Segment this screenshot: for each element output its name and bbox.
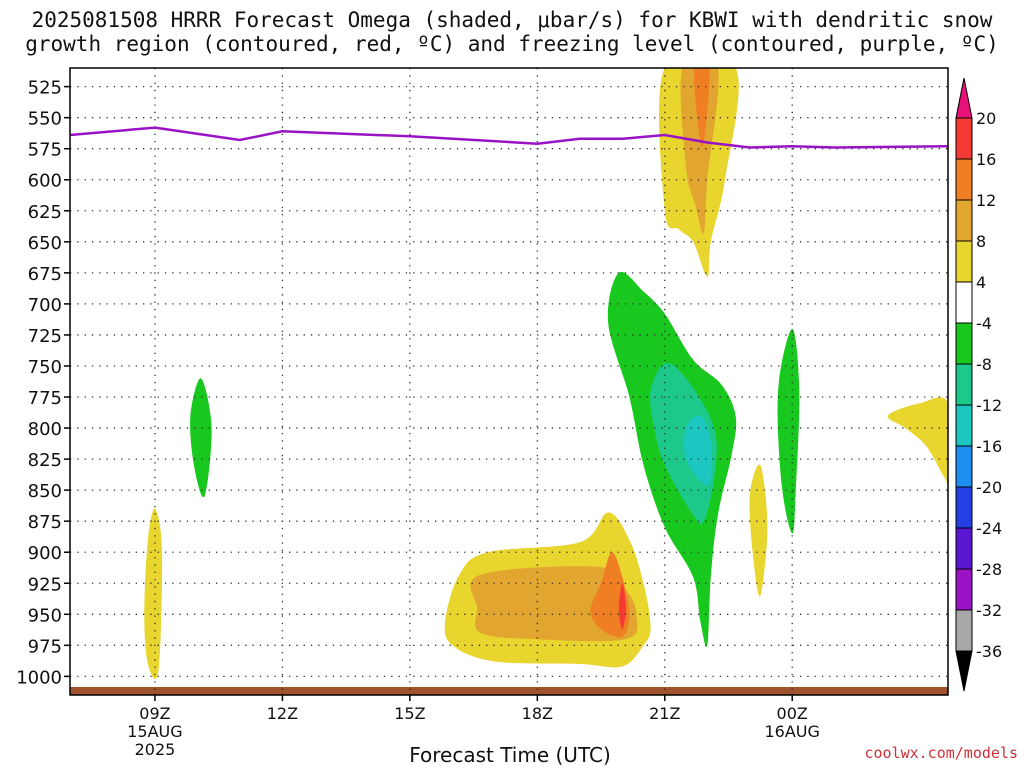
colorbar-label: -12 (976, 396, 1002, 415)
x-tick-label: 18Z (522, 704, 553, 723)
y-tick-label: 725 (28, 326, 62, 347)
colorbar-label: 16 (976, 150, 996, 169)
x-tick-label: 12Z (267, 704, 298, 723)
colorbar-bin (955, 609, 973, 652)
omega-region-negative-green-early (190, 378, 212, 498)
omega-region-negative-cyan (684, 415, 712, 486)
x-tick-label: 15AUG (127, 722, 182, 741)
colorbar-cap-bottom (955, 650, 973, 692)
chart-title-line2: growth region (contoured, red, ºC) and f… (25, 32, 999, 56)
colorbar-label: -28 (976, 560, 1002, 579)
omega-region-upper-positive-12 (694, 68, 710, 147)
y-tick-label: 975 (28, 636, 62, 657)
colorbar: 20 16 12 8 4 -4 -8 -12 -16 -20 -24 -28 -32 -36 (955, 77, 1002, 692)
y-tick-label: 650 (28, 233, 62, 254)
colorbar-label: -32 (976, 601, 1002, 620)
x-tick-label: 09Z (139, 704, 170, 723)
y-tick-label: 950 (28, 605, 62, 626)
colorbar-bin (955, 199, 973, 242)
colorbar-bin (955, 445, 973, 488)
freezing-level-contour (69, 126, 949, 149)
x-tick-label: 15Z (394, 704, 425, 723)
y-tick-label: 600 (28, 171, 62, 192)
colorbar-label: 20 (976, 109, 996, 128)
colorbar-bin (955, 281, 973, 324)
y-tick-label: 875 (28, 512, 62, 533)
omega-region-late-positive-4 (749, 464, 768, 597)
freezing-level-line (69, 126, 949, 149)
plot-frame (69, 67, 949, 696)
credit-link[interactable]: coolwx.com/models (864, 744, 1018, 762)
omega-region-upper-positive-8 (680, 68, 719, 234)
x-tick-label: 00Z (777, 704, 808, 723)
y-tick-label: 550 (28, 109, 62, 130)
x-axis-label: Forecast Time (UTC) (409, 743, 611, 767)
y-tick-label: 900 (28, 543, 62, 564)
omega-region-negative-green-late (777, 328, 800, 534)
colorbar-bin (955, 527, 973, 570)
y-tick-label: 700 (28, 295, 62, 316)
colorbar-bin (955, 322, 973, 365)
colorbar-bin (955, 404, 973, 447)
colorbar-bin (955, 363, 973, 406)
omega-region-lower-positive-16 (618, 583, 626, 630)
y-axis: 525 550 575 600 625 650 675 700 725 750 775 800 825 8… (16, 78, 70, 688)
y-tick-label: 800 (28, 419, 62, 440)
ground-surface (70, 687, 948, 695)
x-tick-label: 16AUG (765, 722, 820, 741)
colorbar-bin (955, 240, 973, 283)
colorbar-label: 8 (976, 232, 986, 251)
colorbar-label: -4 (976, 314, 992, 333)
colorbar-bin (955, 486, 973, 529)
x-tick-label: 21Z (649, 704, 680, 723)
colorbar-bin (955, 568, 973, 611)
omega-region-negative-teal (650, 363, 717, 525)
colorbar-bin (955, 158, 973, 201)
y-tick-label: 625 (28, 202, 62, 223)
y-tick-label: 775 (28, 388, 62, 409)
omega-region-early-positive-4 (144, 508, 163, 679)
colorbar-cap-top (955, 77, 973, 119)
colorbar-label: -20 (976, 478, 1002, 497)
y-tick-label: 825 (28, 450, 62, 471)
y-tick-label: 575 (28, 140, 62, 161)
chart-title: 2025081508 HRRR Forecast Omega (shaded, … (0, 8, 1024, 56)
y-tick-label: 1000 (16, 667, 62, 688)
colorbar-label: 12 (976, 191, 996, 210)
y-tick-label: 850 (28, 481, 62, 502)
y-tick-label: 675 (28, 264, 62, 285)
y-tick-label: 925 (28, 574, 62, 595)
colorbar-bin (955, 117, 973, 160)
chart-title-line1: 2025081508 HRRR Forecast Omega (shaded, … (31, 8, 993, 32)
colorbar-label: -24 (976, 519, 1002, 538)
ground-strip (70, 687, 948, 695)
colorbar-label: 4 (976, 273, 986, 292)
colorbar-label: -16 (976, 437, 1002, 456)
x-tick-label: 2025 (135, 740, 176, 759)
y-tick-label: 750 (28, 357, 62, 378)
colorbar-label: -8 (976, 355, 992, 374)
y-tick-label: 525 (28, 78, 62, 99)
colorbar-label: -36 (976, 642, 1002, 661)
omega-region-edge-positive-4 (887, 397, 948, 485)
grid (70, 68, 948, 695)
